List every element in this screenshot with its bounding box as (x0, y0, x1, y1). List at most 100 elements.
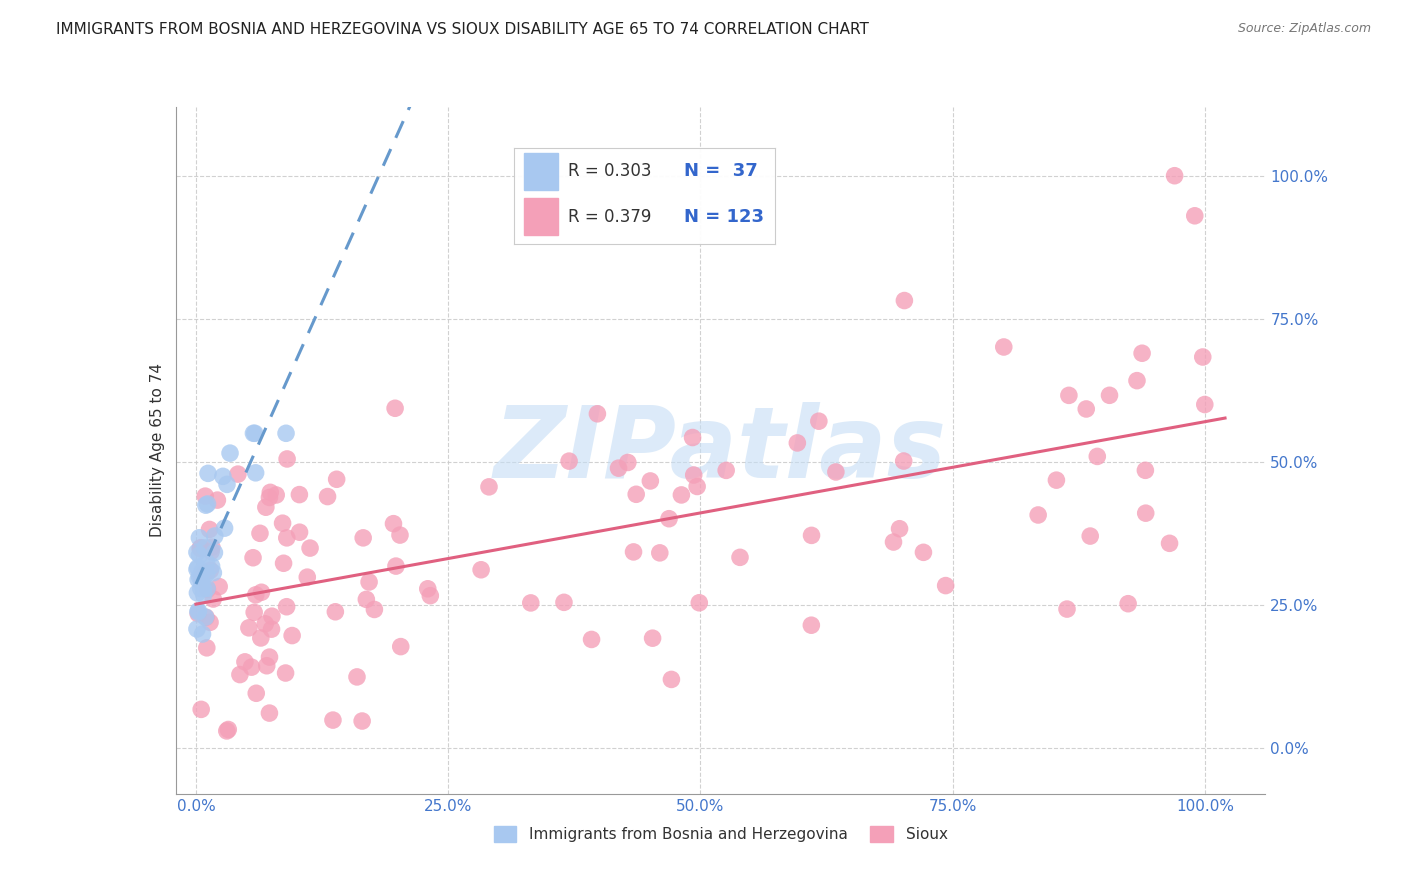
Point (195, 566, 218, 581)
Point (187, 605, 209, 619)
Point (1194, 397, 1216, 411)
Point (714, 463, 737, 477)
Point (419, 589, 441, 603)
Point (671, 488, 693, 502)
Point (249, 526, 271, 541)
Point (188, 541, 211, 556)
Text: R = 0.379: R = 0.379 (568, 208, 652, 226)
Point (299, 541, 322, 555)
Point (242, 426, 264, 441)
Point (195, 610, 218, 624)
Point (190, 702, 212, 716)
Point (259, 485, 281, 500)
Point (553, 595, 575, 609)
Point (470, 563, 492, 577)
Point (359, 574, 381, 589)
Legend: Immigrants from Bosnia and Herzegovina, Sioux: Immigrants from Bosnia and Herzegovina, … (488, 820, 953, 848)
Text: IMMIGRANTS FROM BOSNIA AND HERZEGOVINA VS SIOUX DISABILITY AGE 65 TO 74 CORRELAT: IMMIGRANTS FROM BOSNIA AND HERZEGOVINA V… (56, 22, 869, 37)
Point (243, 426, 266, 441)
Point (256, 658, 278, 673)
Point (1184, 209, 1206, 223)
Point (245, 686, 267, 700)
Point (188, 570, 211, 584)
Point (229, 667, 252, 681)
Point (238, 621, 260, 635)
Point (274, 426, 297, 441)
Point (187, 560, 209, 574)
Point (658, 512, 681, 526)
Point (384, 401, 406, 416)
Point (195, 640, 218, 655)
Point (1098, 388, 1121, 402)
Point (1135, 506, 1157, 520)
Point (688, 596, 710, 610)
Point (187, 607, 209, 621)
Point (242, 550, 264, 565)
Point (993, 340, 1015, 354)
Point (807, 414, 830, 428)
Point (325, 472, 347, 486)
Point (889, 522, 911, 536)
Point (197, 582, 219, 597)
Point (288, 525, 311, 540)
Point (281, 629, 304, 643)
Point (1130, 346, 1153, 360)
Point (214, 521, 236, 535)
Bar (524, 198, 558, 235)
Point (586, 407, 609, 421)
Text: N =  37: N = 37 (683, 162, 758, 180)
Point (356, 592, 378, 607)
Point (382, 516, 405, 531)
Point (352, 714, 374, 728)
Point (648, 546, 671, 560)
Point (297, 570, 319, 584)
Point (254, 616, 277, 631)
Point (215, 477, 238, 491)
Point (201, 540, 224, 554)
Point (893, 293, 915, 308)
Point (245, 588, 267, 602)
Point (1163, 169, 1185, 183)
Point (186, 562, 208, 576)
Point (786, 436, 808, 450)
Point (935, 578, 957, 592)
Point (800, 618, 823, 632)
Point (212, 469, 235, 483)
Point (191, 575, 214, 590)
Point (197, 497, 219, 511)
Point (217, 723, 239, 737)
Point (385, 559, 408, 574)
Point (188, 548, 211, 562)
Point (190, 541, 212, 555)
Text: ZIPatlas: ZIPatlas (494, 402, 948, 499)
Point (1076, 401, 1098, 416)
Point (1026, 508, 1049, 522)
Point (260, 609, 283, 624)
Point (260, 622, 283, 636)
Point (641, 631, 664, 645)
Point (607, 461, 630, 475)
Point (274, 666, 297, 681)
Point (1078, 529, 1101, 543)
Point (202, 566, 225, 580)
Point (558, 454, 581, 468)
Point (520, 596, 543, 610)
Text: N = 123: N = 123 (683, 208, 763, 226)
Point (245, 466, 267, 480)
Point (686, 479, 709, 493)
Point (623, 545, 645, 559)
Point (276, 531, 298, 545)
Point (259, 706, 281, 720)
Point (259, 650, 281, 665)
Point (198, 523, 221, 537)
Y-axis label: Disability Age 65 to 74: Disability Age 65 to 74 (149, 363, 165, 538)
Point (194, 566, 217, 580)
Point (250, 585, 273, 599)
Point (207, 493, 229, 508)
Point (197, 467, 219, 481)
Point (194, 610, 217, 624)
Point (195, 582, 218, 596)
Point (1056, 602, 1078, 616)
Point (316, 490, 339, 504)
Point (288, 487, 311, 501)
